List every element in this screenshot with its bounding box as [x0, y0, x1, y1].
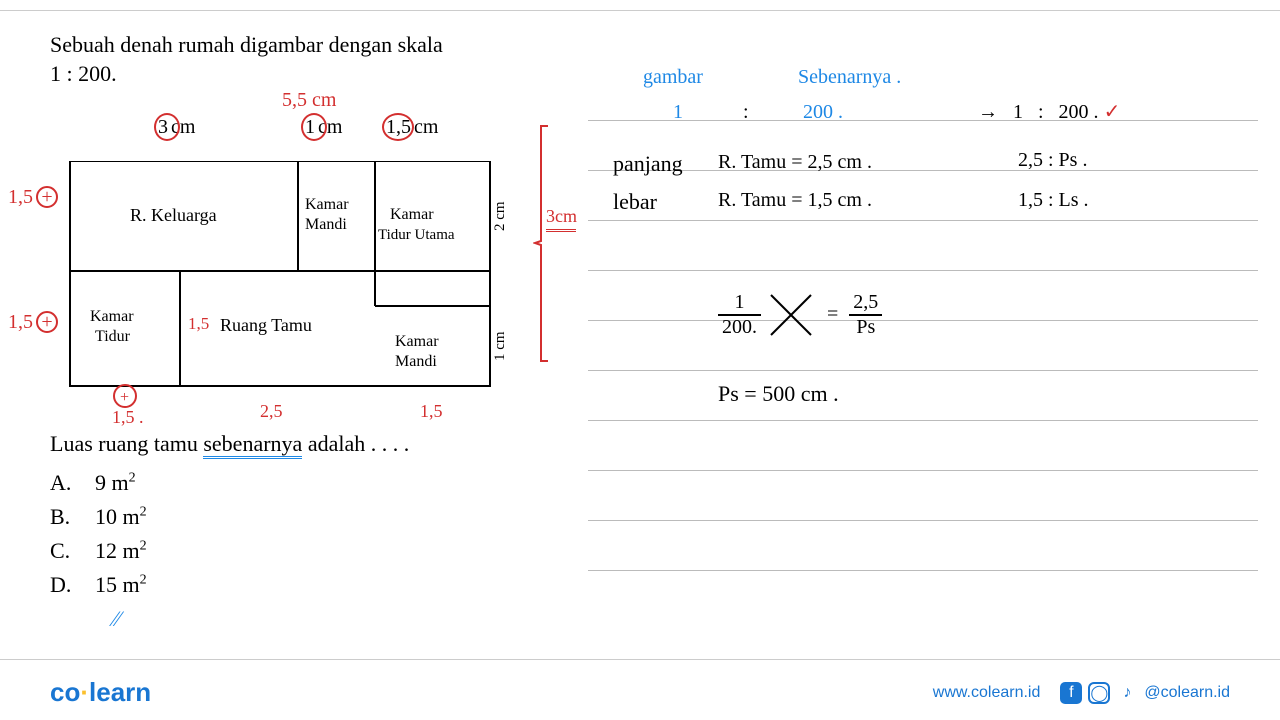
lined-paper: gambar Sebenarnya . 1 : 200 . → 1 : 200 … [588, 71, 1258, 571]
footer-url: www.colearn.id [933, 684, 1041, 702]
option-d: D. 15 m2⁄⁄ [50, 568, 147, 636]
annotation-left-bottom: 1,5 + [8, 311, 33, 334]
annotation-top-red: 5,5 cm [282, 89, 336, 112]
svg-text:2,5: 2,5 [260, 401, 283, 421]
plus-circle-icon: + [36, 311, 58, 333]
facebook-icon: f [1060, 682, 1082, 704]
dim-top-c: 1,5cm [386, 116, 438, 139]
footer-right: www.colearn.id f ◯ ♪ @colearn.id [933, 682, 1230, 704]
plus-circle-icon: + [36, 186, 58, 208]
panjang-text: R. Tamu = 2,5 cm . [718, 151, 872, 174]
question-text-2: 1 : 200. [50, 60, 550, 89]
svg-text:R. Keluarga: R. Keluarga [130, 205, 217, 225]
svg-text:1,5: 1,5 [420, 401, 443, 421]
svg-text:Tidur: Tidur [95, 328, 131, 345]
work-header-right: Sebenarnya . [798, 66, 901, 89]
svg-text:1,5: 1,5 [188, 314, 209, 333]
lebar-right: 1,5 : Ls . [1018, 189, 1089, 212]
lebar-text: R. Tamu = 1,5 cm . [718, 189, 872, 212]
tiktok-icon: ♪ [1116, 682, 1138, 704]
dim-top-b: 1cm [305, 116, 342, 139]
question-text-1: Sebuah denah rumah digambar dengan skala [50, 31, 550, 60]
svg-text:Kamar: Kamar [305, 196, 349, 213]
work-column: gambar Sebenarnya . 1 : 200 . → 1 : 200 … [588, 71, 1258, 571]
floor-plan-svg: R. Keluarga Kamar Mandi Kamar Tidur Utam… [60, 161, 530, 441]
question-column: Sebuah denah rumah digambar dengan skala… [50, 31, 550, 88]
annotation-left-top: 1,5 + [8, 186, 33, 209]
svg-text:Kamar: Kamar [395, 333, 439, 350]
svg-text:+: + [120, 389, 129, 406]
floor-plan: R. Keluarga Kamar Mandi Kamar Tidur Utam… [60, 161, 530, 446]
svg-text:Mandi: Mandi [305, 216, 347, 233]
brand-logo: co·learn [50, 677, 151, 708]
svg-text:1,5 .: 1,5 . [112, 407, 144, 427]
svg-text:1 cm: 1 cm [492, 331, 508, 361]
option-c: C. 12 m2 [50, 534, 147, 568]
circle-icon [301, 113, 327, 141]
svg-text:Ruang Tamu: Ruang Tamu [220, 315, 312, 335]
panjang-label: panjang [613, 151, 683, 177]
fraction-work: 1 200. = 2,5 Ps [718, 291, 882, 339]
circle-icon [154, 113, 180, 141]
svg-text:Kamar: Kamar [90, 308, 134, 325]
arrow-ratio: → 1 : 200 . ✓ [978, 99, 1120, 124]
circle-icon [382, 113, 414, 141]
content-area: Sebuah denah rumah digambar dengan skala… [0, 10, 1280, 660]
svg-text:Tidur Utama: Tidur Utama [378, 227, 455, 243]
social-handle: @colearn.id [1144, 684, 1230, 702]
instagram-icon: ◯ [1088, 682, 1110, 704]
option-b: B. 10 m2 [50, 500, 147, 534]
svg-text:2 cm: 2 cm [492, 201, 508, 231]
underlined-word: sebenarnya [203, 431, 302, 459]
lebar-label: lebar [613, 189, 657, 215]
result: Ps = 500 cm . [718, 381, 839, 407]
ratio-right: 200 . [803, 101, 843, 124]
panjang-right: 2,5 : Ps . [1018, 149, 1087, 172]
ratio-colon: : [743, 101, 749, 124]
work-header-left: gambar [643, 66, 703, 89]
question-prompt: Luas ruang tamu sebenarnya adalah . . . … [50, 431, 409, 457]
social-icons: f ◯ ♪ @colearn.id [1060, 682, 1230, 704]
bracket-icon [533, 121, 553, 366]
option-a: A. 9 m2 [50, 466, 147, 500]
ratio-left: 1 [673, 101, 683, 124]
footer: co·learn www.colearn.id f ◯ ♪ @colearn.i… [0, 665, 1280, 720]
svg-text:Kamar: Kamar [390, 206, 434, 223]
dim-top-a: 3cm [158, 116, 195, 139]
svg-text:Mandi: Mandi [395, 353, 437, 370]
answer-options: A. 9 m2 B. 10 m2 C. 12 m2 D. 15 m2⁄⁄ [50, 466, 147, 636]
